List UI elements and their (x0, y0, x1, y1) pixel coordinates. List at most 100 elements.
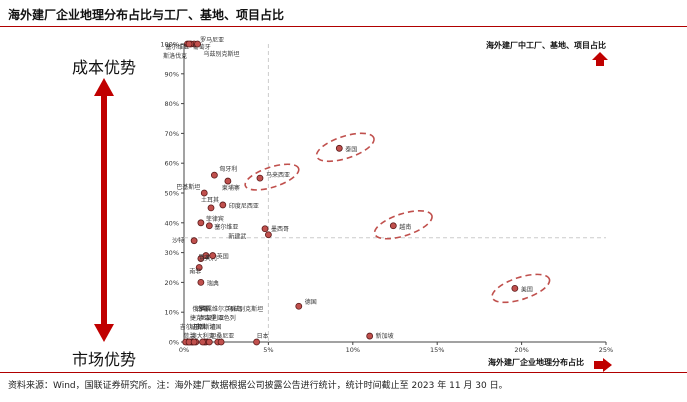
data-point (199, 338, 206, 346)
point-label: 乌兹别克斯坦 (204, 50, 240, 58)
data-point (205, 338, 213, 346)
y-axis-title: 海外建厂中工厂、基地、项目占比 (486, 40, 606, 50)
data-point (207, 204, 215, 212)
highlight-ellipse (491, 273, 551, 304)
double-arrow-down-head (94, 324, 114, 342)
point-label: 尼日利亚 (200, 314, 224, 322)
data-point (224, 177, 232, 185)
point-label: 塞尔维亚 (165, 43, 189, 51)
data-point (253, 338, 260, 346)
data-point (511, 284, 519, 292)
y-tick-label: 100% (160, 41, 179, 49)
data-point (197, 278, 205, 286)
x-tick-label: 25% (599, 346, 613, 354)
point-label: 葡萄牙 (193, 43, 211, 51)
point-label: 英属维尔京群岛 (200, 305, 242, 313)
data-point (389, 222, 397, 230)
x-tick-label: 5% (263, 346, 273, 354)
footer-divider (0, 372, 687, 373)
x-axis-title: 海外建厂企业地理分布占比 (488, 357, 584, 367)
data-point (197, 255, 205, 262)
y-tick-label: 30% (165, 249, 179, 257)
point-label: 澳大利亚 (191, 332, 215, 340)
point-label: 德国 (305, 298, 317, 306)
point-label: 泰国 (345, 145, 357, 153)
data-point (366, 332, 374, 340)
y-tick-label: 90% (165, 70, 179, 78)
y-tick-label: 70% (165, 130, 179, 138)
point-label: 菲律宾 (206, 215, 224, 223)
x-tick-label: 20% (514, 346, 528, 354)
point-label: 新建武 (228, 233, 246, 241)
data-point (190, 338, 198, 346)
title-divider (0, 26, 687, 27)
point-label: 日本 (257, 332, 269, 340)
point-label: 马来西亚 (266, 171, 290, 179)
data-point (205, 222, 213, 230)
point-label: 沙特 (172, 237, 184, 245)
up-arrow-head (592, 52, 608, 60)
data-point (209, 252, 217, 259)
market-advantage-label: 市场优势 (72, 350, 137, 369)
point-label: 柬埔寨 (222, 184, 240, 192)
data-point (219, 201, 227, 209)
point-label: 塞尔维亚 (214, 223, 238, 231)
highlight-ellipse (373, 210, 433, 240)
point-label: 捷克 (190, 314, 202, 322)
point-label: 瑞典 (207, 279, 219, 287)
point-label: 以色列 (218, 314, 236, 322)
chart-title: 海外建厂企业地理分布占比与工厂、基地、项目占比 (8, 8, 285, 22)
y-tick-label: 10% (165, 309, 179, 317)
x-tick-label: 0% (179, 346, 189, 354)
point-label: 南非 (189, 268, 201, 276)
data-point (194, 40, 201, 48)
point-label: 巴基斯坦 (176, 183, 200, 191)
double-arrow-up-head (94, 78, 114, 96)
point-label: 意大利 (199, 255, 217, 263)
data-point (190, 237, 198, 245)
data-point (210, 171, 218, 179)
y-tick-label: 0% (169, 339, 179, 347)
point-label: 卢森堡 (198, 314, 216, 322)
point-label: 乌兹别克斯坦 (227, 305, 263, 313)
data-point (256, 174, 264, 182)
y-tick-label: 50% (165, 190, 179, 198)
data-point (335, 144, 343, 152)
point-label: 匈牙利 (219, 165, 237, 173)
right-arrow-shaft (594, 361, 604, 369)
y-tick-label: 60% (165, 160, 179, 168)
highlight-ellipse (315, 132, 375, 163)
point-label: 加拿大 (189, 323, 207, 331)
point-label: 罗马尼亚 (200, 36, 224, 44)
point-label: 坦桑尼亚 (210, 332, 234, 340)
highlight-ellipse (244, 163, 300, 191)
point-label: 俄罗斯 (192, 305, 210, 313)
point-label: 印度尼西亚 (229, 202, 259, 210)
data-point (264, 231, 272, 239)
data-point (200, 189, 208, 197)
y-tick-label: 20% (165, 279, 179, 287)
data-point (185, 40, 193, 48)
point-label: 越南 (399, 223, 411, 231)
point-label: 南非 (197, 305, 209, 313)
data-point (197, 219, 205, 227)
point-label: 巴西 (193, 324, 205, 331)
point-label: 新加坡 (376, 332, 394, 340)
point-label: 英国 (217, 253, 229, 261)
x-tick-label: 10% (346, 346, 360, 354)
y-tick-label: 80% (165, 100, 179, 108)
right-arrow-head (603, 358, 612, 372)
data-point (217, 338, 225, 346)
point-label: 墨西哥 (271, 226, 289, 233)
data-point (295, 302, 303, 310)
y-tick-label: 40% (165, 219, 179, 227)
point-label: 荷兰 (183, 332, 195, 340)
up-arrow-shaft (596, 58, 604, 66)
point-label: 斯洛伐克 (163, 52, 187, 60)
data-point (195, 264, 203, 271)
cost-advantage-label: 成本优势 (72, 58, 137, 77)
x-tick-label: 15% (430, 346, 444, 354)
data-point (261, 225, 269, 233)
point-label: 土耳其 (201, 196, 219, 204)
